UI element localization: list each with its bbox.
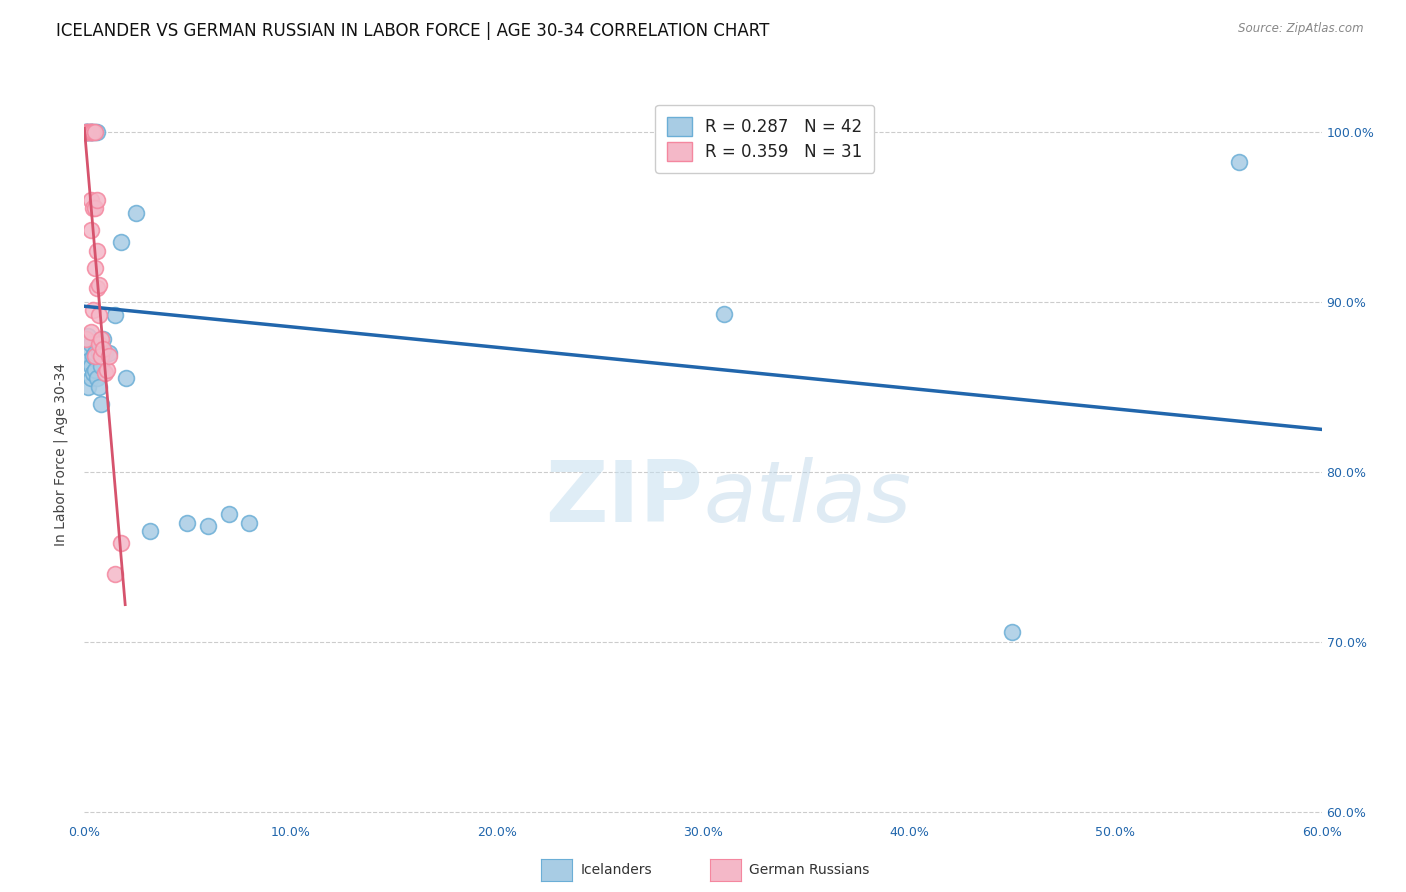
Point xyxy=(94,366,117,380)
Point xyxy=(83,260,105,275)
Point xyxy=(87,346,110,360)
Point xyxy=(79,125,101,139)
Point xyxy=(125,206,148,220)
Point xyxy=(176,516,198,530)
Point xyxy=(83,363,105,377)
Point xyxy=(82,201,104,215)
Point xyxy=(87,309,110,323)
Point xyxy=(82,303,104,318)
Text: ICELANDER VS GERMAN RUSSIAN IN LABOR FORCE | AGE 30-34 CORRELATION CHART: ICELANDER VS GERMAN RUSSIAN IN LABOR FOR… xyxy=(56,22,769,40)
Point xyxy=(75,125,97,139)
Text: German Russians: German Russians xyxy=(749,863,870,877)
Point xyxy=(79,337,101,351)
Point xyxy=(82,125,104,139)
Point xyxy=(98,349,121,363)
Point xyxy=(87,277,110,292)
Point xyxy=(83,201,105,215)
Point xyxy=(86,371,108,385)
Point xyxy=(79,125,101,139)
Text: ZIP: ZIP xyxy=(546,458,703,541)
Point xyxy=(75,332,97,346)
Y-axis label: In Labor Force | Age 30-34: In Labor Force | Age 30-34 xyxy=(53,363,69,547)
Point xyxy=(75,125,97,139)
Point xyxy=(77,125,100,139)
Point xyxy=(86,193,108,207)
Point xyxy=(96,363,118,377)
Point xyxy=(82,366,104,380)
Point xyxy=(75,125,97,139)
Point xyxy=(83,125,105,139)
Point xyxy=(90,349,112,363)
Point xyxy=(1001,624,1024,639)
Point xyxy=(77,125,100,139)
Point xyxy=(83,125,105,139)
Point xyxy=(79,125,101,139)
Point xyxy=(91,343,114,357)
Point xyxy=(90,359,112,374)
Point xyxy=(110,235,132,250)
Point xyxy=(98,346,121,360)
Point xyxy=(79,125,101,139)
Point xyxy=(87,337,110,351)
Point xyxy=(139,524,162,539)
Point xyxy=(77,380,100,394)
Point xyxy=(94,346,117,360)
Point xyxy=(82,125,104,139)
Point xyxy=(79,125,101,139)
Point xyxy=(713,307,735,321)
Point xyxy=(82,349,104,363)
Legend: R = 0.287   N = 42, R = 0.359   N = 31: R = 0.287 N = 42, R = 0.359 N = 31 xyxy=(655,105,875,172)
Point xyxy=(197,519,219,533)
Point xyxy=(86,281,108,295)
Point xyxy=(110,536,132,550)
Point xyxy=(77,125,100,139)
Point xyxy=(77,354,100,368)
Point xyxy=(75,346,97,360)
Point xyxy=(75,125,97,139)
Point xyxy=(83,346,105,360)
Text: atlas: atlas xyxy=(703,458,911,541)
Text: Icelanders: Icelanders xyxy=(581,863,652,877)
Point xyxy=(79,125,101,139)
Text: Source: ZipAtlas.com: Source: ZipAtlas.com xyxy=(1239,22,1364,36)
Point xyxy=(87,380,110,394)
Point xyxy=(104,566,127,581)
Point xyxy=(79,326,101,340)
Point xyxy=(79,193,101,207)
Point xyxy=(77,125,100,139)
Point xyxy=(79,223,101,237)
Point xyxy=(77,329,100,343)
Point xyxy=(90,397,112,411)
Point xyxy=(104,309,127,323)
Point xyxy=(79,359,101,374)
Point xyxy=(1227,155,1250,169)
Point xyxy=(238,516,260,530)
Point xyxy=(86,125,108,139)
Point xyxy=(114,371,136,385)
Point xyxy=(218,508,240,522)
Point xyxy=(86,244,108,258)
Point xyxy=(83,349,105,363)
Point xyxy=(91,332,114,346)
Point xyxy=(90,332,112,346)
Point xyxy=(79,371,101,385)
